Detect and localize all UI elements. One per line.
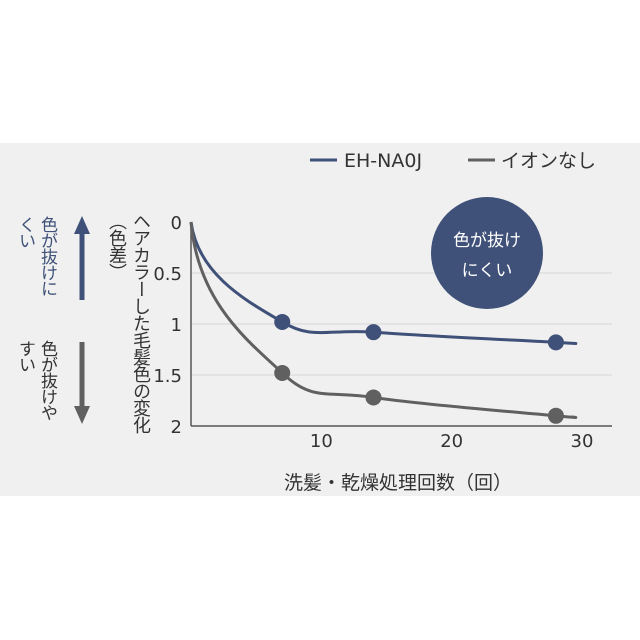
data-point-1-1 bbox=[365, 389, 382, 406]
x-tick-labels: 10 20 30 bbox=[310, 431, 594, 452]
annotation-circle bbox=[431, 197, 543, 309]
y-tick-label: 0 bbox=[171, 213, 182, 234]
y-axis-title: ヘアカラーした毛髪色の変化（色差） bbox=[106, 212, 151, 433]
series-points bbox=[274, 313, 564, 424]
data-point-0-1 bbox=[365, 324, 382, 341]
y-tick-label: 0.5 bbox=[153, 264, 182, 285]
up-arrow-head-icon bbox=[74, 216, 90, 234]
y-tick-label: 1 bbox=[171, 315, 182, 336]
legend: EH-NA0J イオンなし bbox=[310, 150, 596, 172]
down-arrow-head-icon bbox=[74, 406, 90, 424]
side-arrows bbox=[74, 216, 90, 424]
data-point-0-2 bbox=[547, 334, 564, 351]
annotation-bubble: 色が抜け にくい bbox=[431, 197, 543, 309]
data-point-1-0 bbox=[274, 364, 291, 381]
x-axis-title: 洗髪・乾燥処理回数（回） bbox=[284, 472, 512, 494]
annotation-line-1: 色が抜け bbox=[453, 231, 521, 251]
x-tick-label: 20 bbox=[440, 431, 463, 452]
annotation-line-2: にくい bbox=[462, 261, 513, 281]
y-tick-label: 1.5 bbox=[153, 366, 182, 387]
data-point-1-2 bbox=[547, 407, 564, 424]
chart-panel bbox=[0, 143, 640, 496]
side-label-upper: 色が抜けにくい bbox=[15, 216, 57, 296]
legend-label-eh-na0j: EH-NA0J bbox=[344, 150, 422, 172]
side-label-lower: 色が抜けやすい bbox=[15, 340, 57, 420]
y-tick-labels: 0 0.5 1 1.5 2 bbox=[153, 213, 182, 438]
axes bbox=[190, 222, 612, 427]
grid bbox=[191, 272, 612, 376]
x-tick-label: 30 bbox=[571, 431, 594, 452]
legend-label-ion-nashi: イオンなし bbox=[501, 150, 596, 172]
y-tick-label: 2 bbox=[171, 417, 182, 438]
data-point-0-0 bbox=[274, 313, 291, 330]
x-tick-label: 10 bbox=[310, 431, 333, 452]
